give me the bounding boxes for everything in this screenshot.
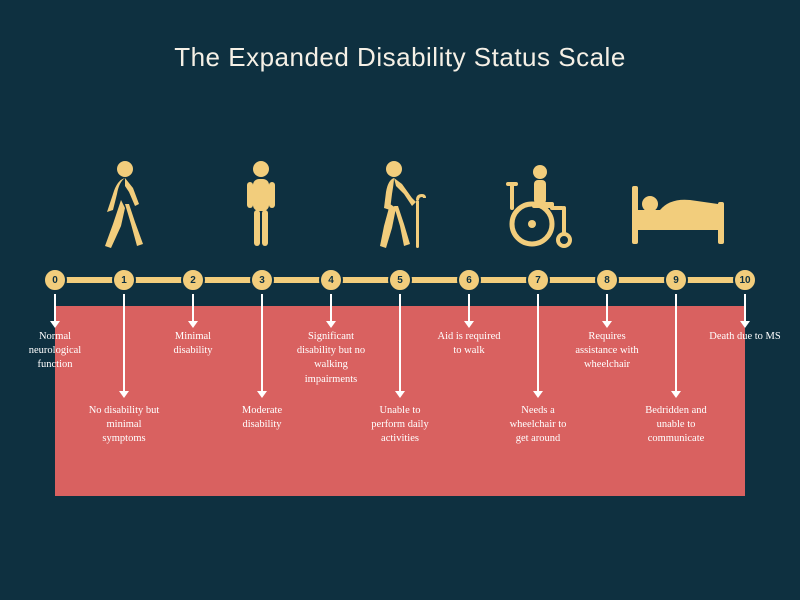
stage-label-5: Unable to perform daily activities <box>364 404 436 447</box>
person-with-cane-icon <box>372 160 428 255</box>
scale-tick-0: 0 <box>43 268 67 292</box>
arrow-7 <box>537 294 539 392</box>
walking-person-icon <box>99 160 147 255</box>
scale-tick-8: 8 <box>595 268 619 292</box>
stage-label-3: Moderate disability <box>226 404 298 432</box>
stage-label-10: Death due to MS <box>709 330 781 344</box>
arrow-5 <box>399 294 401 392</box>
arrow-9 <box>675 294 677 392</box>
stage-label-1: No disability but minimal symptoms <box>88 404 160 447</box>
scale-tick-2: 2 <box>181 268 205 292</box>
scale-tick-10: 10 <box>733 268 757 292</box>
stage-label-0: Normal neurological function <box>19 330 91 373</box>
arrow-1 <box>123 294 125 392</box>
stage-label-6: Aid is required to walk <box>433 330 505 358</box>
scale-axis: 012345678910 <box>55 268 745 292</box>
scale-tick-4: 4 <box>319 268 343 292</box>
arrow-2 <box>192 294 194 322</box>
standing-person-icon <box>244 160 278 255</box>
stage-label-8: Requires assistance with wheelchair <box>571 330 643 373</box>
arrow-4 <box>330 294 332 322</box>
wheelchair-icon <box>504 164 574 253</box>
page-title: The Expanded Disability Status Scale <box>0 0 800 73</box>
bed-icon <box>630 182 726 253</box>
stage-label-4: Significant disability but no walking im… <box>295 330 367 387</box>
scale-tick-9: 9 <box>664 268 688 292</box>
arrow-3 <box>261 294 263 392</box>
scale-tick-7: 7 <box>526 268 550 292</box>
scale-tick-3: 3 <box>250 268 274 292</box>
arrow-10 <box>744 294 746 322</box>
icons-row <box>0 150 800 260</box>
arrow-0 <box>54 294 56 322</box>
scale-tick-5: 5 <box>388 268 412 292</box>
stage-label-9: Bedridden and unable to communicate <box>640 404 712 447</box>
arrow-8 <box>606 294 608 322</box>
stage-label-2: Minimal disability <box>157 330 229 358</box>
scale-tick-6: 6 <box>457 268 481 292</box>
arrow-6 <box>468 294 470 322</box>
stage-label-7: Needs a wheelchair to get around <box>502 404 574 447</box>
scale-tick-1: 1 <box>112 268 136 292</box>
